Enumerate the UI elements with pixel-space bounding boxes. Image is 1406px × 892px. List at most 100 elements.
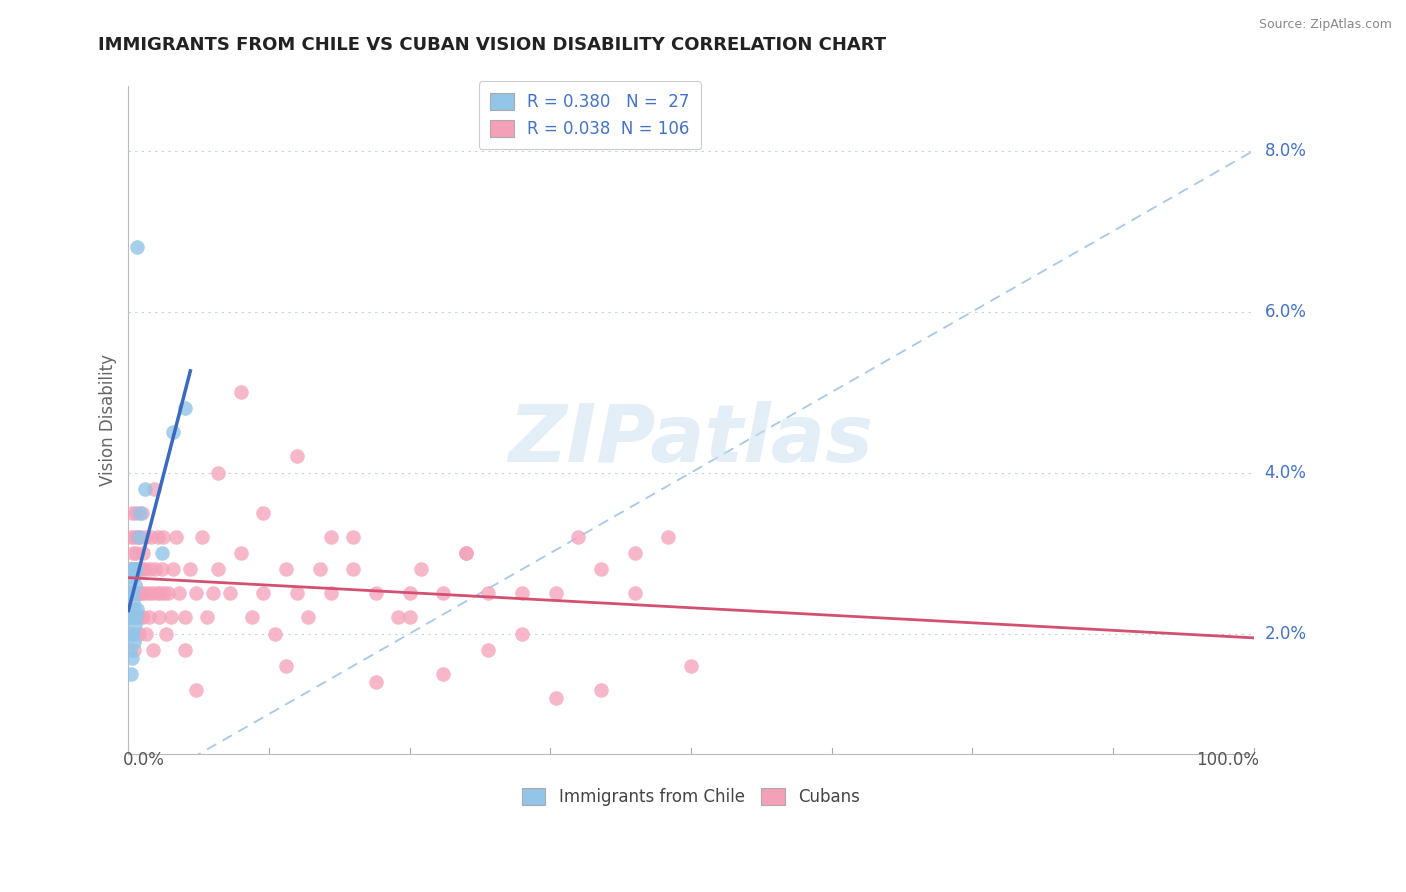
Point bbox=[118, 610, 141, 624]
Point bbox=[173, 401, 195, 416]
Point bbox=[162, 425, 184, 440]
Point bbox=[184, 682, 207, 697]
Point bbox=[136, 586, 159, 600]
Point bbox=[134, 530, 156, 544]
Point bbox=[229, 546, 252, 560]
Point bbox=[120, 586, 142, 600]
Point bbox=[127, 530, 149, 544]
Point bbox=[342, 530, 364, 544]
Point bbox=[121, 586, 143, 600]
Point bbox=[122, 626, 145, 640]
Point bbox=[122, 602, 145, 616]
Text: 2.0%: 2.0% bbox=[1264, 624, 1306, 642]
Point bbox=[146, 530, 169, 544]
Point bbox=[124, 618, 146, 632]
Point bbox=[319, 530, 342, 544]
Point bbox=[150, 546, 173, 560]
Point bbox=[145, 586, 167, 600]
Point bbox=[142, 642, 165, 657]
Point bbox=[252, 586, 274, 600]
Point bbox=[118, 586, 141, 600]
Point bbox=[229, 385, 252, 400]
Text: 100.0%: 100.0% bbox=[1197, 751, 1260, 769]
Point bbox=[207, 562, 229, 576]
Point bbox=[122, 610, 145, 624]
Point bbox=[121, 650, 143, 665]
Point bbox=[162, 562, 184, 576]
Point bbox=[510, 586, 533, 600]
Point bbox=[454, 546, 477, 560]
Point bbox=[184, 586, 207, 600]
Point bbox=[297, 610, 319, 624]
Point bbox=[342, 562, 364, 576]
Point bbox=[120, 626, 142, 640]
Point bbox=[152, 530, 174, 544]
Point bbox=[139, 530, 162, 544]
Point bbox=[122, 530, 145, 544]
Point bbox=[263, 626, 285, 640]
Point bbox=[120, 666, 142, 681]
Point bbox=[128, 610, 150, 624]
Point bbox=[143, 482, 166, 496]
Point bbox=[398, 610, 420, 624]
Point bbox=[141, 586, 163, 600]
Point bbox=[160, 610, 183, 624]
Point bbox=[131, 562, 153, 576]
Point bbox=[129, 586, 152, 600]
Point bbox=[122, 586, 145, 600]
Point bbox=[121, 610, 143, 624]
Legend: Immigrants from Chile, Cubans: Immigrants from Chile, Cubans bbox=[516, 781, 866, 813]
Point bbox=[121, 562, 143, 576]
Point bbox=[122, 562, 145, 576]
Point bbox=[127, 602, 149, 616]
Text: ZIPatlas: ZIPatlas bbox=[509, 401, 873, 479]
Point bbox=[398, 586, 420, 600]
Point bbox=[364, 586, 387, 600]
Point bbox=[125, 610, 148, 624]
Point bbox=[567, 530, 589, 544]
Point bbox=[121, 506, 143, 520]
Text: 6.0%: 6.0% bbox=[1264, 302, 1306, 320]
Point bbox=[544, 586, 567, 600]
Point bbox=[454, 546, 477, 560]
Point bbox=[149, 586, 172, 600]
Point bbox=[285, 586, 308, 600]
Point bbox=[432, 666, 454, 681]
Point bbox=[120, 586, 142, 600]
Point bbox=[477, 642, 499, 657]
Point bbox=[139, 562, 162, 576]
Point bbox=[589, 682, 612, 697]
Point bbox=[207, 466, 229, 480]
Text: Source: ZipAtlas.com: Source: ZipAtlas.com bbox=[1258, 18, 1392, 31]
Point bbox=[132, 546, 155, 560]
Point bbox=[145, 562, 167, 576]
Point bbox=[121, 626, 143, 640]
Point bbox=[131, 506, 153, 520]
Point bbox=[409, 562, 432, 576]
Point bbox=[364, 674, 387, 689]
Text: IMMIGRANTS FROM CHILE VS CUBAN VISION DISABILITY CORRELATION CHART: IMMIGRANTS FROM CHILE VS CUBAN VISION DI… bbox=[98, 36, 887, 54]
Point bbox=[125, 586, 148, 600]
Point bbox=[173, 610, 195, 624]
Point bbox=[122, 642, 145, 657]
Point bbox=[274, 658, 297, 673]
Point bbox=[201, 586, 224, 600]
Point bbox=[124, 578, 146, 592]
Point bbox=[477, 586, 499, 600]
Point bbox=[432, 586, 454, 600]
Point bbox=[120, 530, 142, 544]
Point bbox=[190, 530, 212, 544]
Point bbox=[132, 610, 155, 624]
Point bbox=[285, 450, 308, 464]
Point bbox=[128, 530, 150, 544]
Point bbox=[124, 562, 146, 576]
Point bbox=[156, 586, 179, 600]
Point bbox=[134, 586, 156, 600]
Point bbox=[623, 546, 645, 560]
Point bbox=[125, 546, 148, 560]
Point bbox=[128, 626, 150, 640]
Point bbox=[148, 610, 170, 624]
Point bbox=[134, 482, 156, 496]
Point bbox=[173, 642, 195, 657]
Point bbox=[150, 562, 173, 576]
